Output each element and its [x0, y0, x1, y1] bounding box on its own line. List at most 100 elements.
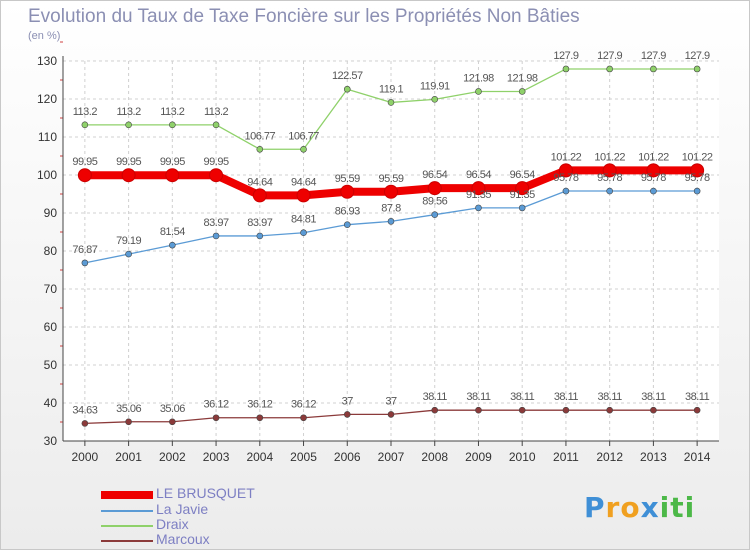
data-point	[81, 121, 89, 129]
x-tick-label: 2004	[246, 450, 273, 464]
y-tick-label: 100	[37, 168, 57, 182]
data-point	[431, 211, 439, 218]
data-label: 113.2	[73, 106, 98, 118]
data-point	[212, 414, 220, 422]
data-point	[558, 163, 573, 178]
y-tick-label: 60	[44, 320, 58, 334]
data-label: 94.64	[291, 176, 316, 188]
data-point	[562, 406, 570, 414]
data-point	[296, 188, 311, 203]
data-label: 91.35	[510, 189, 535, 201]
data-point	[518, 88, 526, 95]
legend-label: Marcoux	[156, 531, 210, 547]
data-label: 38.11	[554, 391, 579, 403]
chart-title: Evolution du Taux de Taxe Foncière sur l…	[28, 6, 580, 27]
data-point	[427, 181, 442, 196]
data-point	[387, 218, 395, 225]
data-point	[431, 406, 439, 414]
data-label: 89.56	[422, 196, 447, 208]
y-tick-label: 30	[44, 434, 58, 448]
data-label: 119.1	[379, 83, 404, 95]
x-tick-label: 2003	[203, 450, 230, 464]
data-point	[169, 121, 176, 129]
data-label: 36.12	[291, 399, 316, 411]
data-point	[212, 232, 220, 240]
x-tick-label: 2002	[159, 450, 186, 464]
data-point	[475, 406, 482, 414]
data-label: 127.9	[597, 50, 622, 62]
x-tick-label: 2013	[640, 450, 667, 464]
logo-letter: x	[640, 491, 660, 524]
y-tick-label: 70	[44, 282, 58, 296]
x-tick-label: 2006	[334, 450, 361, 464]
data-point	[300, 145, 307, 153]
data-point	[252, 188, 267, 203]
unit-label: (en %)	[28, 30, 61, 42]
proxiti-logo: Proxiti	[584, 491, 695, 524]
data-point	[81, 259, 89, 267]
data-label: 121.98	[507, 72, 538, 84]
data-label: 127.9	[641, 50, 666, 62]
data-label: 37	[342, 395, 354, 407]
x-tick-label: 2011	[553, 450, 579, 464]
data-label: 83.97	[204, 217, 229, 229]
data-label: 36.12	[204, 399, 229, 411]
data-label: 91.35	[466, 189, 491, 201]
legend-swatch	[101, 491, 153, 499]
data-label: 81.54	[160, 226, 185, 238]
data-point	[562, 65, 570, 73]
data-point	[169, 241, 176, 249]
data-point	[125, 418, 132, 426]
data-point	[650, 406, 657, 414]
data-point	[431, 96, 439, 103]
data-point	[343, 85, 351, 93]
data-point	[693, 187, 701, 195]
data-label: 83.97	[247, 217, 272, 229]
data-point	[81, 420, 89, 427]
data-point	[690, 163, 705, 178]
data-label: 34.63	[72, 404, 97, 416]
data-point	[169, 418, 176, 426]
data-point	[343, 221, 351, 228]
data-point	[125, 250, 132, 258]
data-label: 119.91	[420, 80, 450, 92]
data-point	[602, 163, 617, 178]
data-label: 99.95	[160, 156, 185, 168]
data-label: 113.2	[160, 106, 185, 118]
data-label: 113.2	[204, 106, 229, 118]
data-label: 95.78	[641, 172, 666, 184]
data-point	[475, 204, 482, 212]
legend-label: LE BRUSQUET	[156, 485, 255, 501]
data-point	[387, 411, 395, 418]
data-label: 95.78	[685, 172, 710, 184]
data-point	[693, 406, 701, 414]
data-point	[300, 414, 307, 422]
data-label: 38.11	[685, 391, 710, 403]
legend-swatch	[101, 540, 153, 542]
data-point	[562, 187, 570, 195]
y-tick-label: 90	[44, 206, 58, 220]
data-label: 37	[385, 395, 397, 407]
data-point	[384, 184, 398, 199]
data-point	[300, 229, 307, 237]
data-point	[475, 88, 482, 95]
logo-letter: o	[620, 491, 641, 524]
data-point	[518, 406, 526, 414]
x-tick-label: 2005	[290, 450, 317, 464]
data-point	[165, 168, 180, 183]
y-tick-label: 40	[44, 396, 58, 410]
data-label: 95.59	[378, 173, 403, 185]
logo-letter: P	[584, 491, 606, 524]
logo-letter: i	[684, 491, 696, 524]
data-label: 36.12	[247, 399, 272, 411]
data-point	[256, 145, 264, 153]
x-tick-label: 2000	[72, 450, 99, 464]
data-label: 38.11	[598, 391, 623, 403]
data-label: 127.9	[685, 50, 710, 62]
data-point	[343, 411, 351, 418]
data-label: 94.64	[247, 176, 272, 188]
legend-swatch	[101, 525, 153, 527]
data-label: 79.19	[116, 235, 141, 247]
legend-swatch	[101, 510, 153, 512]
x-tick-label: 2010	[509, 450, 536, 464]
